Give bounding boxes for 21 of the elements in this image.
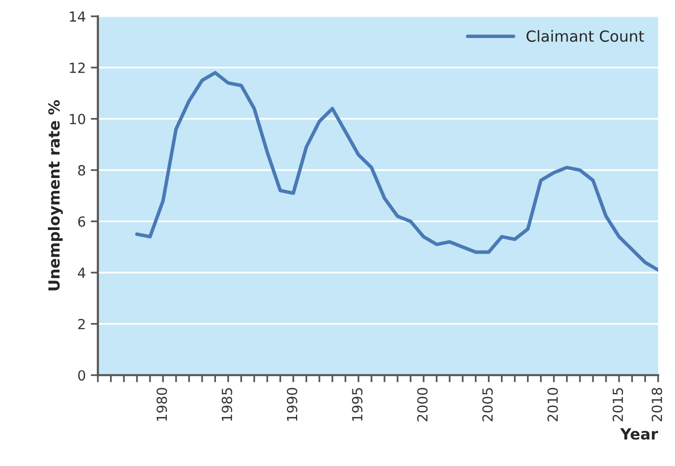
x-tick-label: 1980 [156, 388, 168, 421]
y-tick-label: 0 [78, 370, 86, 381]
x-tick-label: 1990 [286, 388, 298, 421]
x-tick-label: 2010 [547, 388, 558, 422]
y-tick-label: 14 [70, 11, 86, 22]
x-axis-title: Year [620, 428, 658, 440]
y-tick-label: 10 [70, 114, 86, 124]
legend-label: Claimant Count [526, 30, 644, 42]
x-tick-label: 2015 [612, 388, 624, 422]
x-tick-label: 2018 [652, 388, 662, 422]
y-tick-label: 8 [78, 165, 86, 176]
x-tick-label: 1995 [352, 388, 362, 421]
y-tick-label: 6 [78, 216, 86, 227]
y-tick-label: 4 [78, 268, 86, 278]
y-tick-label: 2 [78, 318, 85, 330]
y-tick-label: 12 [70, 62, 85, 73]
x-tick-label: 2000 [417, 388, 428, 422]
x-tick-label: 2005 [482, 388, 493, 422]
line-series [135, 70, 658, 272]
x-tick-label: 1985 [222, 388, 232, 421]
y-axis-title: Unemployment rate % [48, 100, 63, 290]
